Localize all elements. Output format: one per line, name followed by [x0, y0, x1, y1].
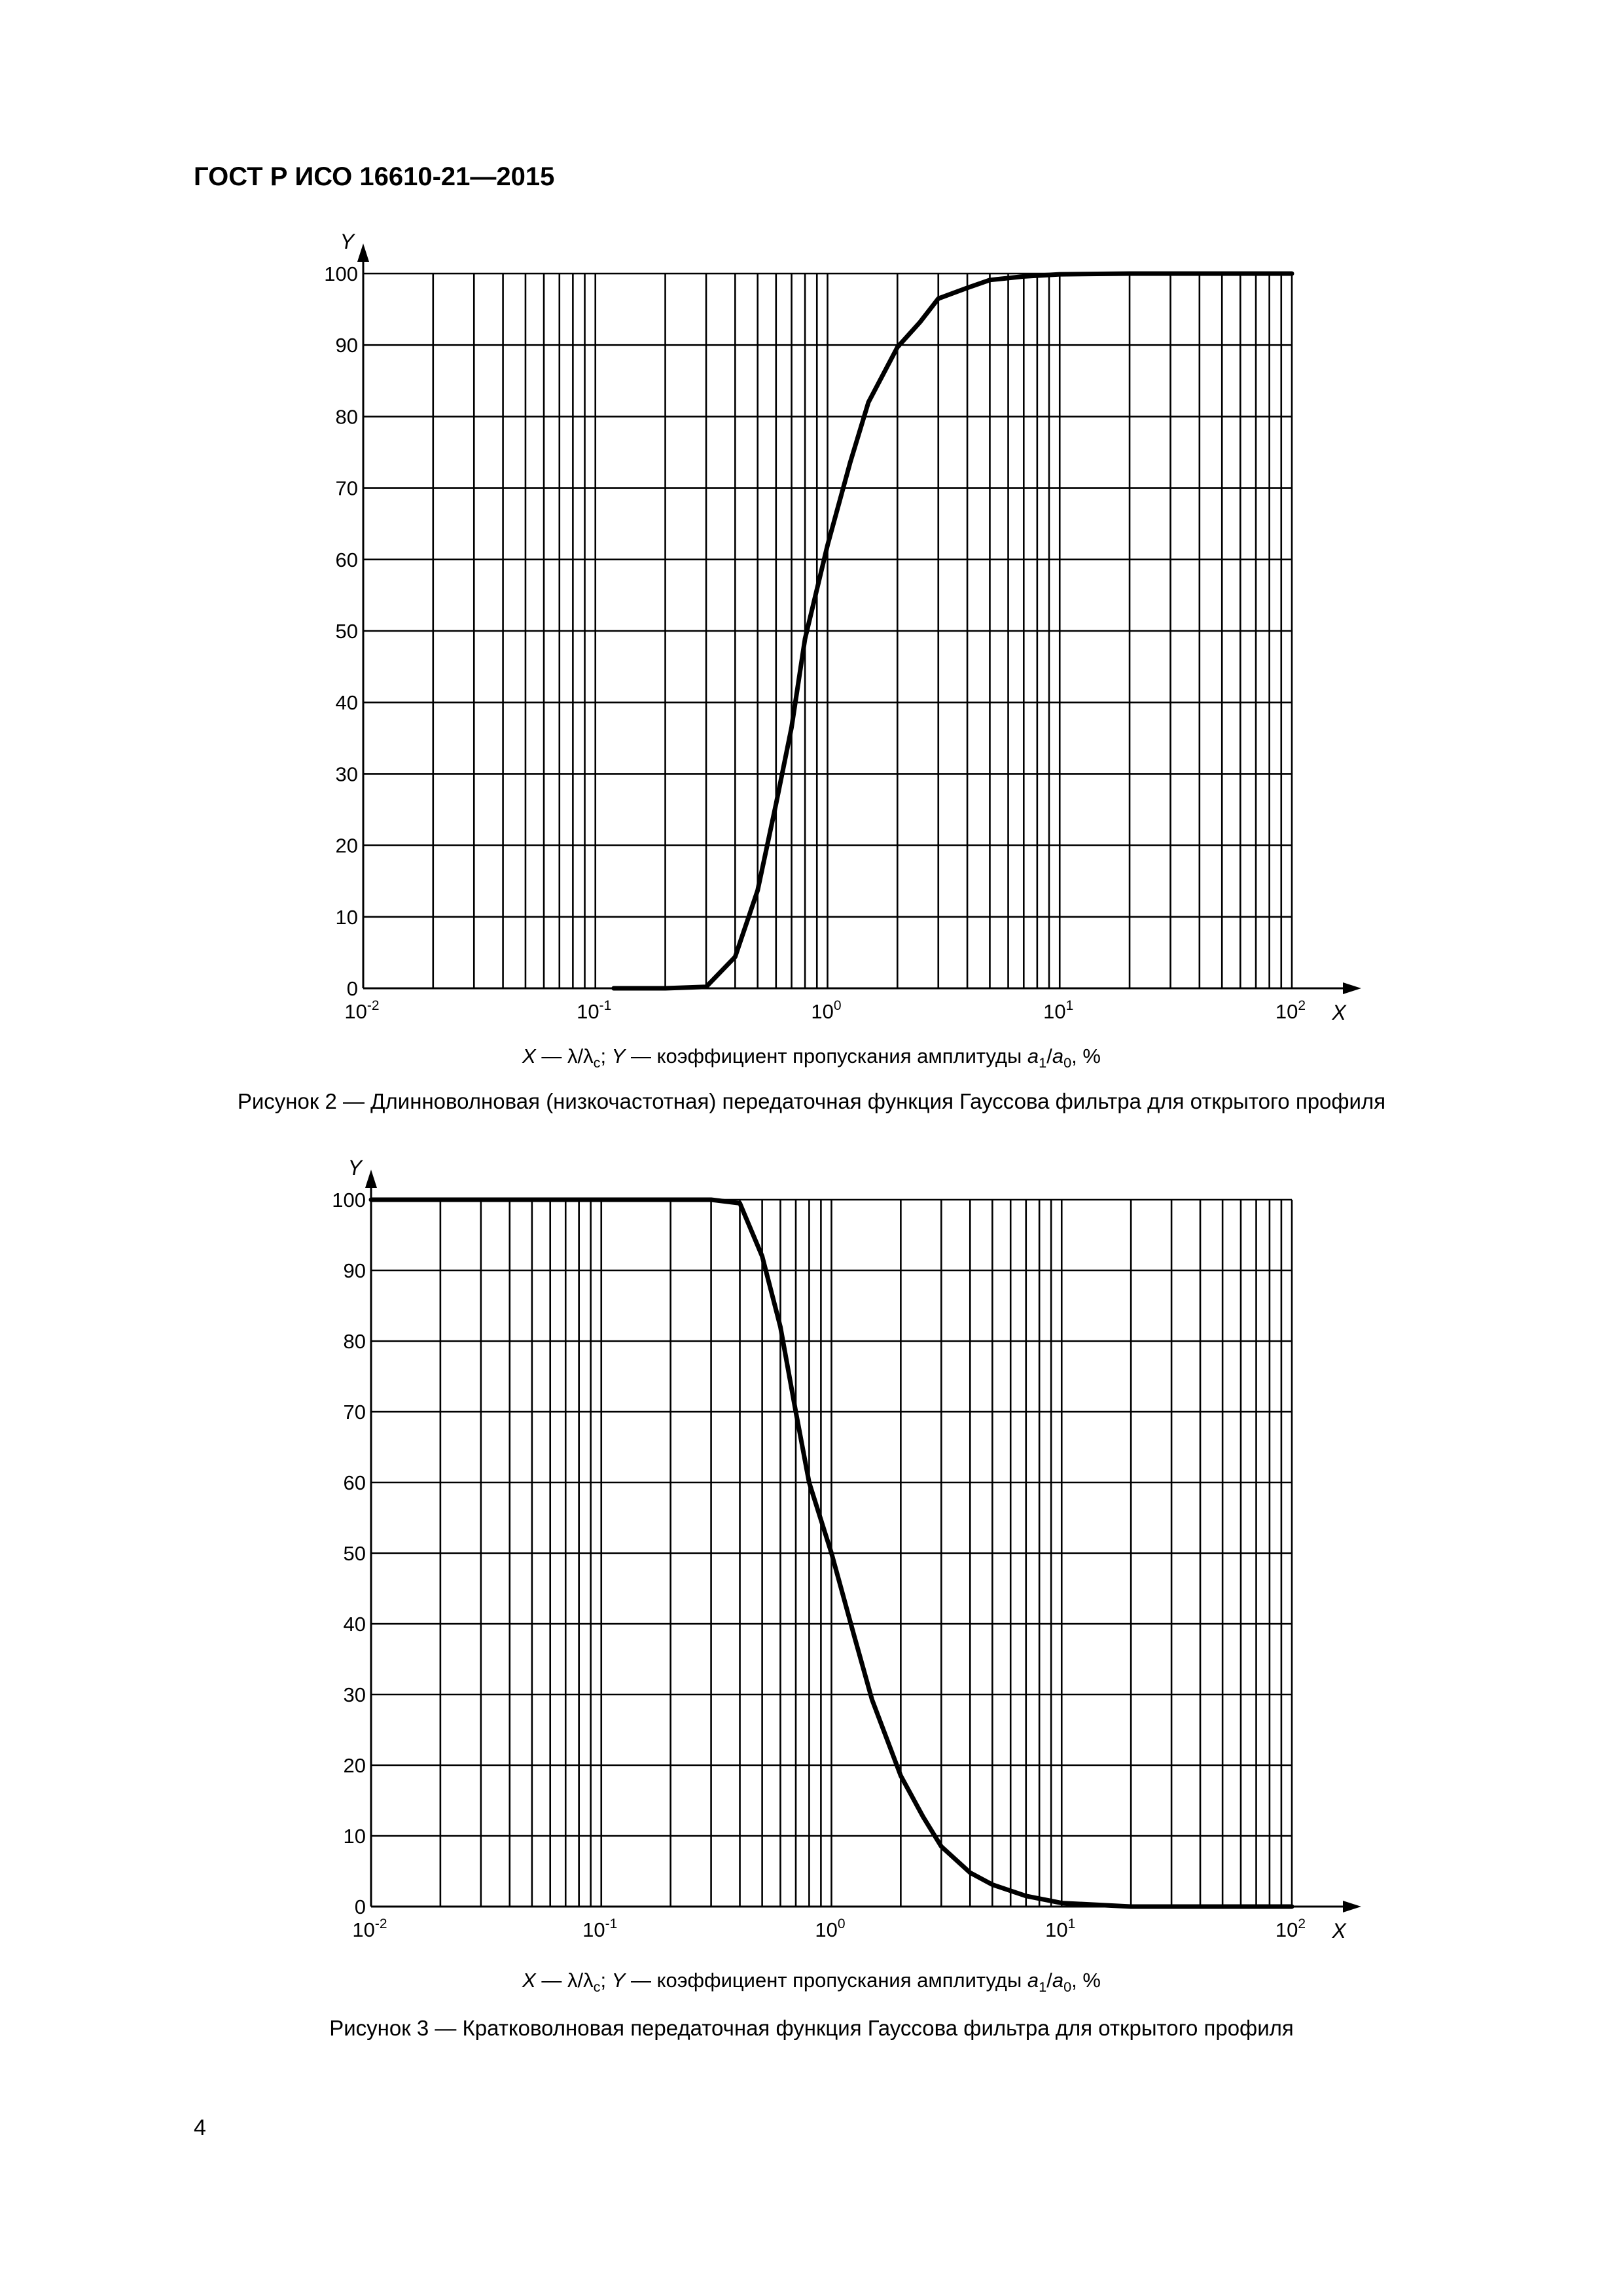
- legend-unit: , %: [1071, 1045, 1101, 1067]
- y-axis-arrow: [357, 243, 369, 262]
- y-tick-label: 30: [336, 762, 358, 785]
- y-axis-label: Y: [340, 230, 356, 253]
- y-tick-label: 80: [336, 405, 358, 428]
- figure-2-caption: Рисунок 2 — Длинноволновая (низкочастотн…: [237, 1089, 1386, 1113]
- legend-mid: ;: [600, 1045, 612, 1067]
- y-tick-label: 50: [344, 1542, 366, 1565]
- x-tick-label: 10-2: [352, 1916, 387, 1941]
- y-tick-label: 10: [336, 906, 358, 929]
- y-axis-label: Y: [348, 1156, 364, 1179]
- legend-x-def-sub: c: [593, 1979, 601, 1996]
- y-tick-label: 0: [347, 977, 358, 1000]
- figure-3-caption: Рисунок 3 — Кратковолновая передаточная …: [329, 2016, 1294, 2040]
- legend-a0: a: [1052, 1045, 1064, 1067]
- legend-a1: a: [1027, 1045, 1039, 1067]
- y-tick-label: 60: [344, 1471, 366, 1494]
- x-axis-arrow: [1343, 982, 1361, 994]
- y-tick-label: 50: [336, 620, 358, 643]
- x-axis-label: X: [1331, 1919, 1347, 1943]
- y-tick-label: 80: [344, 1330, 366, 1353]
- legend-sep: —: [535, 1045, 567, 1067]
- legend-a0-sub: 0: [1063, 1979, 1072, 1996]
- legend-a1: a: [1027, 1969, 1039, 1992]
- y-tick-label: 40: [336, 691, 358, 714]
- legend-mid: ;: [600, 1969, 612, 1992]
- legend-x-def-sub: c: [593, 1054, 601, 1071]
- x-tick-label: 101: [1043, 998, 1073, 1023]
- transfer-function-curve: [368, 1197, 1294, 1909]
- legend-a0-sub: 0: [1063, 1054, 1072, 1071]
- y-tick-label: 70: [344, 1401, 366, 1424]
- y-tick-label: 70: [336, 477, 358, 500]
- legend-y-var: Y: [611, 1969, 626, 1992]
- legend-x-def: λ/λ: [567, 1969, 594, 1992]
- legend-y-def: — коэффициент пропускания амплитуды: [625, 1045, 1027, 1067]
- x-axis-label: X: [1331, 1001, 1347, 1024]
- legend-a1-sub: 1: [1039, 1054, 1047, 1071]
- x-tick-label: 101: [1045, 1916, 1075, 1941]
- y-axis-arrow: [365, 1170, 377, 1188]
- y-tick-label: 20: [344, 1754, 366, 1777]
- document-header: ГОСТ Р ИСО 16610-21—2015: [194, 162, 555, 191]
- transfer-function-curve: [611, 271, 1294, 991]
- figure-2-legend: X — λ/λc; Y — коэффициент пропускания ам…: [0, 1045, 1623, 1071]
- y-tick-label: 0: [355, 1895, 366, 1918]
- x-tick-label: 10-1: [577, 998, 611, 1023]
- legend-y-def: — коэффициент пропускания амплитуды: [625, 1969, 1027, 1992]
- y-tick-label: 100: [324, 262, 358, 285]
- y-tick-label: 90: [336, 334, 358, 357]
- x-tick-label: 100: [815, 1916, 845, 1941]
- legend-unit: , %: [1071, 1969, 1101, 1992]
- y-tick-label: 20: [336, 834, 358, 857]
- y-tick-label: 40: [344, 1613, 366, 1636]
- legend-a1-sub: 1: [1039, 1979, 1047, 1996]
- legend-x-var: X: [522, 1045, 536, 1067]
- x-tick-label: 10-1: [582, 1916, 617, 1941]
- x-tick-label: 102: [1275, 1916, 1306, 1941]
- x-axis-arrow: [1343, 1901, 1361, 1912]
- x-tick-label: 102: [1275, 998, 1306, 1023]
- y-tick-label: 30: [344, 1683, 366, 1706]
- y-tick-label: 100: [332, 1189, 366, 1211]
- x-tick-label: 10-2: [344, 998, 379, 1023]
- x-tick-label: 100: [811, 998, 841, 1023]
- legend-x-var: X: [522, 1969, 536, 1992]
- figure-3-legend: X — λ/λc; Y — коэффициент пропускания ам…: [0, 1969, 1623, 1996]
- legend-slash: /: [1046, 1969, 1052, 1992]
- legend-y-var: Y: [611, 1045, 626, 1067]
- y-tick-label: 10: [344, 1825, 366, 1848]
- y-tick-label: 90: [344, 1259, 366, 1282]
- y-tick-label: 60: [336, 548, 358, 571]
- page-number: 4: [194, 2115, 206, 2140]
- legend-sep: —: [535, 1969, 567, 1992]
- legend-x-def: λ/λ: [567, 1045, 594, 1067]
- legend-slash: /: [1046, 1045, 1052, 1067]
- legend-a0: a: [1052, 1969, 1064, 1992]
